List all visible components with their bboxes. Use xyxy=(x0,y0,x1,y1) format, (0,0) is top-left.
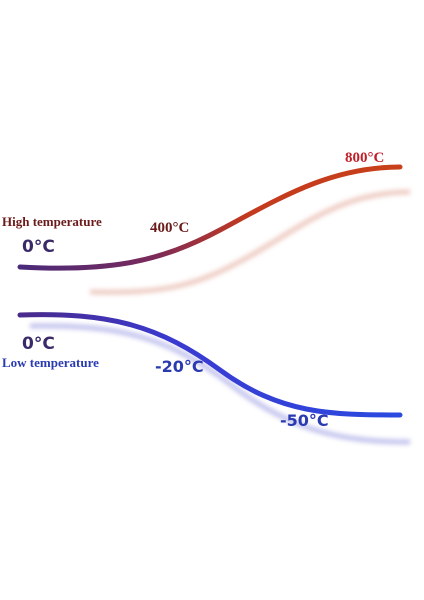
low-title: Low temperature xyxy=(2,355,99,370)
high-label: 0°C xyxy=(22,237,55,257)
low-curve xyxy=(17,312,403,418)
high-label: 800°C xyxy=(345,150,384,166)
high-title: High temperature xyxy=(2,214,102,229)
high-curve xyxy=(17,164,403,271)
low-label: 0°C xyxy=(22,334,55,354)
low-curve-shadow xyxy=(29,323,411,445)
low-label: -20°C xyxy=(155,357,204,376)
high-label: 400°C xyxy=(150,220,189,236)
high-curve-shadow xyxy=(89,189,411,295)
low-label: -50°C xyxy=(280,411,329,430)
